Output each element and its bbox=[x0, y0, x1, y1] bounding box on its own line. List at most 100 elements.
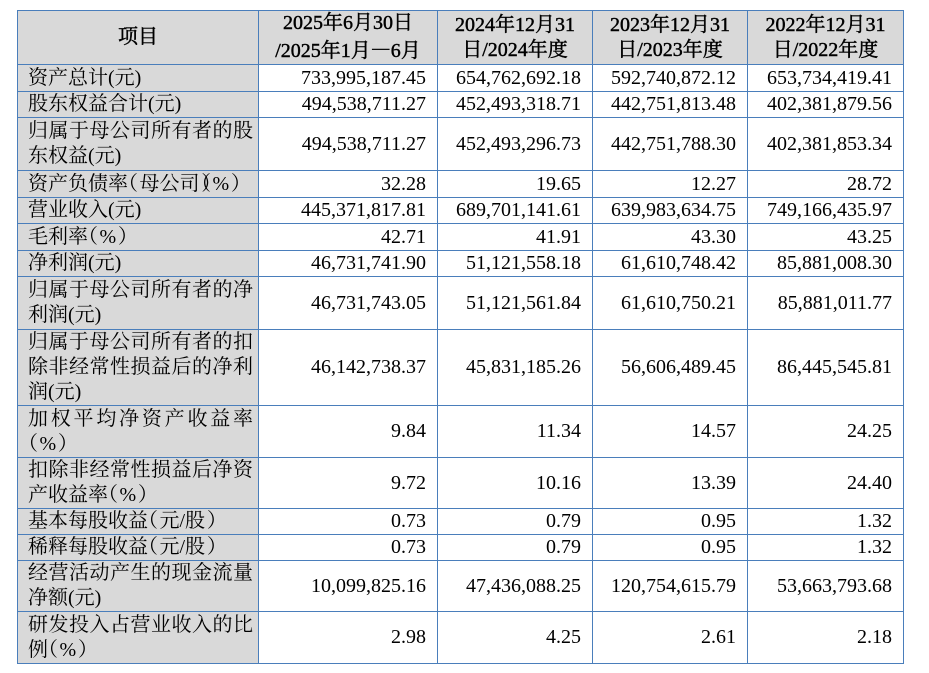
header-item-column: 项目 bbox=[17, 10, 259, 65]
value-net-operating-cash-flow-col4: 53,663,793.68 bbox=[747, 560, 904, 612]
value-debt-to-asset-ratio-col4: 28.72 bbox=[747, 170, 904, 198]
value-equity-attributable-to-parent-col2: 452,493,296.73 bbox=[437, 117, 593, 171]
value-basic-eps-col3: 0.95 bbox=[592, 508, 748, 535]
row-label-operating-revenue: 营业收入(元) bbox=[17, 197, 259, 224]
header-period-line1: 2025年6月30日 bbox=[283, 12, 413, 34]
header-period-line2: 日/2022年度 bbox=[772, 38, 879, 61]
table-header-row: 项目 2025年6月30日 /2025年1月—6月 2024年12月31 日/2… bbox=[17, 10, 904, 65]
row-label-rd-expense-to-revenue-ratio: 研发投入占营业收入的比例（%） bbox=[17, 611, 259, 664]
value-gross-margin-col2: 41.91 bbox=[437, 223, 593, 251]
value-operating-revenue-col1: 445,371,817.81 bbox=[258, 197, 438, 224]
value-net-operating-cash-flow-col1: 10,099,825.16 bbox=[258, 560, 438, 612]
table-row: 基本每股收益（元/股） 0.73 0.79 0.95 1.32 bbox=[17, 508, 904, 535]
value-debt-to-asset-ratio-col3: 12.27 bbox=[592, 170, 748, 198]
value-total-equity-col1: 494,538,711.27 bbox=[258, 91, 438, 118]
table-row: 资产总计(元) 733,995,187.45 654,762,692.18 59… bbox=[17, 64, 904, 92]
value-net-operating-cash-flow-col2: 47,436,088.25 bbox=[437, 560, 593, 612]
value-weighted-avg-roe-col2: 11.34 bbox=[437, 405, 593, 458]
header-period-line2: /2025年1月—6月 bbox=[275, 34, 421, 63]
value-net-profit-attributable-excl-nonrecurring-col1: 46,142,738.37 bbox=[258, 329, 438, 406]
header-period-line2: 日/2024年度 bbox=[462, 38, 568, 61]
value-rd-expense-to-revenue-ratio-col1: 2.98 bbox=[258, 611, 438, 664]
value-weighted-avg-roe-col3: 14.57 bbox=[592, 405, 748, 458]
value-roe-excl-nonrecurring-col1: 9.72 bbox=[258, 457, 438, 509]
row-label-total-equity: 股东权益合计(元) bbox=[17, 91, 259, 118]
value-total-assets-col2: 654,762,692.18 bbox=[437, 64, 593, 92]
value-roe-excl-nonrecurring-col3: 13.39 bbox=[592, 457, 748, 509]
value-total-assets-col1: 733,995,187.45 bbox=[258, 64, 438, 92]
value-gross-margin-col3: 43.30 bbox=[592, 223, 748, 251]
row-label-roe-excl-nonrecurring: 扣除非经常性损益后净资产收益率（%） bbox=[17, 457, 259, 509]
table-row: 归属于母公司所有者的股东权益(元) 494,538,711.27 452,493… bbox=[17, 117, 904, 171]
value-total-equity-col4: 402,381,879.56 bbox=[747, 91, 904, 118]
value-total-equity-col3: 442,751,813.48 bbox=[592, 91, 748, 118]
header-period-2025-h1: 2025年6月30日 /2025年1月—6月 bbox=[258, 10, 438, 65]
header-period-fy2022: 2022年12月31 日/2022年度 bbox=[747, 10, 904, 65]
value-gross-margin-col4: 43.25 bbox=[747, 223, 904, 251]
value-roe-excl-nonrecurring-col2: 10.16 bbox=[437, 457, 593, 509]
value-weighted-avg-roe-col4: 24.25 bbox=[747, 405, 904, 458]
value-net-profit-attributable-to-parent-col2: 51,121,561.84 bbox=[437, 276, 593, 330]
row-label-total-assets: 资产总计(元) bbox=[17, 64, 259, 92]
value-net-profit-attributable-to-parent-col4: 85,881,011.77 bbox=[747, 276, 904, 330]
value-net-profit-attributable-excl-nonrecurring-col3: 56,606,489.45 bbox=[592, 329, 748, 406]
header-period-line1: 2024年12月31 bbox=[455, 13, 575, 36]
value-net-profit-attributable-excl-nonrecurring-col4: 86,445,545.81 bbox=[747, 329, 904, 406]
row-label-weighted-avg-roe: 加权平均净资产收益率（%） bbox=[17, 405, 259, 458]
value-basic-eps-col1: 0.73 bbox=[258, 508, 438, 535]
header-period-line1: 2022年12月31 bbox=[765, 13, 886, 36]
value-equity-attributable-to-parent-col4: 402,381,853.34 bbox=[747, 117, 904, 171]
value-diluted-eps-col4: 1.32 bbox=[747, 534, 904, 561]
table-row: 加权平均净资产收益率（%） 9.84 11.34 14.57 24.25 bbox=[17, 405, 904, 458]
row-label-gross-margin: 毛利率（%） bbox=[17, 223, 259, 251]
table-row: 扣除非经常性损益后净资产收益率（%） 9.72 10.16 13.39 24.4… bbox=[17, 457, 904, 509]
financial-summary-table: 项目 2025年6月30日 /2025年1月—6月 2024年12月31 日/2… bbox=[17, 10, 904, 664]
table-row: 股东权益合计(元) 494,538,711.27 452,493,318.71 … bbox=[17, 91, 904, 118]
value-equity-attributable-to-parent-col3: 442,751,788.30 bbox=[592, 117, 748, 171]
header-period-fy2024: 2024年12月31 日/2024年度 bbox=[437, 10, 593, 65]
value-net-profit-col2: 51,121,558.18 bbox=[437, 250, 593, 277]
table-row: 归属于母公司所有者的净利润(元) 46,731,743.05 51,121,56… bbox=[17, 276, 904, 330]
table-row: 净利润(元) 46,731,741.90 51,121,558.18 61,61… bbox=[17, 250, 904, 277]
header-period-line1: 2023年12月31 bbox=[610, 13, 730, 36]
row-label-net-profit: 净利润(元) bbox=[17, 250, 259, 277]
value-debt-to-asset-ratio-col1: 32.28 bbox=[258, 170, 438, 198]
value-net-profit-attributable-excl-nonrecurring-col2: 45,831,185.26 bbox=[437, 329, 593, 406]
row-label-equity-attributable-to-parent: 归属于母公司所有者的股东权益(元) bbox=[17, 117, 259, 171]
row-label-net-profit-attributable-excl-nonrecurring: 归属于母公司所有者的扣除非经常性损益后的净利润(元) bbox=[17, 329, 259, 406]
value-diluted-eps-col3: 0.95 bbox=[592, 534, 748, 561]
table-row: 资产负债率（母公司）（%） 32.28 19.65 12.27 28.72 bbox=[17, 170, 904, 198]
value-gross-margin-col1: 42.71 bbox=[258, 223, 438, 251]
table-row: 经营活动产生的现金流量净额(元) 10,099,825.16 47,436,08… bbox=[17, 560, 904, 612]
value-operating-revenue-col4: 749,166,435.97 bbox=[747, 197, 904, 224]
table-row: 毛利率（%） 42.71 41.91 43.30 43.25 bbox=[17, 223, 904, 251]
value-net-profit-col4: 85,881,008.30 bbox=[747, 250, 904, 277]
value-rd-expense-to-revenue-ratio-col4: 2.18 bbox=[747, 611, 904, 664]
table-row: 营业收入(元) 445,371,817.81 689,701,141.61 63… bbox=[17, 197, 904, 224]
value-operating-revenue-col3: 639,983,634.75 bbox=[592, 197, 748, 224]
value-net-profit-col1: 46,731,741.90 bbox=[258, 250, 438, 277]
value-total-assets-col4: 653,734,419.41 bbox=[747, 64, 904, 92]
value-net-operating-cash-flow-col3: 120,754,615.79 bbox=[592, 560, 748, 612]
header-period-line2: 日/2023年度 bbox=[617, 38, 723, 61]
table-row: 稀释每股收益（元/股） 0.73 0.79 0.95 1.32 bbox=[17, 534, 904, 561]
value-total-assets-col3: 592,740,872.12 bbox=[592, 64, 748, 92]
row-label-net-profit-attributable-to-parent: 归属于母公司所有者的净利润(元) bbox=[17, 276, 259, 330]
row-label-net-operating-cash-flow: 经营活动产生的现金流量净额(元) bbox=[17, 560, 259, 612]
value-basic-eps-col4: 1.32 bbox=[747, 508, 904, 535]
table-row: 归属于母公司所有者的扣除非经常性损益后的净利润(元) 46,142,738.37… bbox=[17, 329, 904, 406]
row-label-basic-eps: 基本每股收益（元/股） bbox=[17, 508, 259, 535]
value-net-profit-attributable-to-parent-col1: 46,731,743.05 bbox=[258, 276, 438, 330]
value-net-profit-attributable-to-parent-col3: 61,610,750.21 bbox=[592, 276, 748, 330]
value-rd-expense-to-revenue-ratio-col2: 4.25 bbox=[437, 611, 593, 664]
value-net-profit-col3: 61,610,748.42 bbox=[592, 250, 748, 277]
value-debt-to-asset-ratio-col2: 19.65 bbox=[437, 170, 593, 198]
value-equity-attributable-to-parent-col1: 494,538,711.27 bbox=[258, 117, 438, 171]
value-diluted-eps-col2: 0.79 bbox=[437, 534, 593, 561]
header-period-fy2023: 2023年12月31 日/2023年度 bbox=[592, 10, 748, 65]
value-weighted-avg-roe-col1: 9.84 bbox=[258, 405, 438, 458]
row-label-diluted-eps: 稀释每股收益（元/股） bbox=[17, 534, 259, 561]
value-total-equity-col2: 452,493,318.71 bbox=[437, 91, 593, 118]
value-basic-eps-col2: 0.79 bbox=[437, 508, 593, 535]
